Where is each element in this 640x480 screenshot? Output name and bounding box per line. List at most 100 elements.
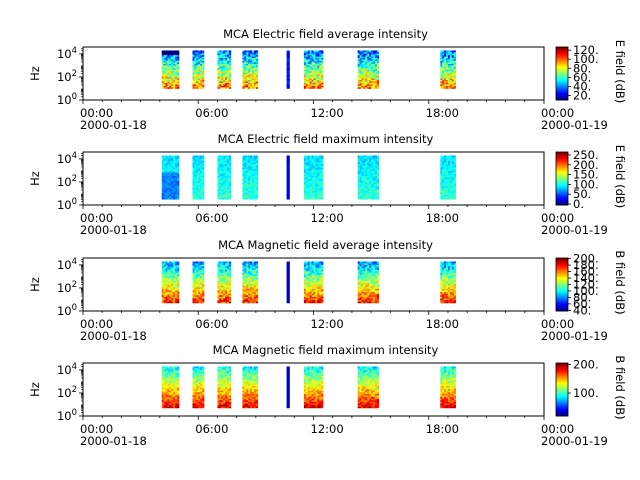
spectrogram-cell [167, 280, 170, 283]
spectrogram-cell [357, 167, 360, 170]
spectrogram-cell [367, 175, 370, 178]
spectrogram-cell [321, 184, 324, 187]
spectrogram-cell [444, 75, 447, 78]
spectrogram-cell [192, 283, 195, 286]
colorbar-swatch [556, 72, 568, 74]
spectrogram-cell [367, 190, 370, 193]
spectrogram-cell [242, 296, 245, 299]
spectrogram-cell [200, 84, 203, 86]
spectrogram-cell [196, 187, 199, 190]
spectrogram-cell [311, 173, 314, 176]
spectrogram-cell [440, 82, 443, 85]
spectrogram-cell [313, 296, 316, 299]
spectrogram-cell [363, 51, 366, 54]
spectrogram-cell [252, 194, 255, 197]
spectrogram-cell [250, 68, 253, 70]
spectrogram-cell [357, 60, 360, 63]
spectrogram-cell [200, 82, 203, 85]
spectrogram-cell [225, 175, 228, 178]
spectrogram-cell [173, 261, 176, 264]
spectrogram-cell [217, 277, 220, 280]
spectrogram-cell [202, 63, 205, 66]
colorbar-label: E field (dB) [613, 40, 627, 104]
spectrogram-cell [446, 53, 449, 56]
spectrogram-cell [286, 282, 290, 285]
spectrogram-cell [367, 271, 370, 273]
spectrogram-cell [173, 282, 176, 285]
spectrogram-cell [225, 275, 228, 278]
spectrogram-cell [371, 158, 374, 161]
spectrogram-cell [365, 69, 368, 72]
spectrogram-cell [255, 288, 259, 291]
spectrogram-cell [315, 87, 318, 89]
spectrogram-cell [250, 277, 253, 280]
spectrogram-cell [371, 87, 374, 89]
spectrogram-cell [161, 75, 164, 78]
spectrogram-cell [173, 190, 176, 193]
spectrogram-cell [447, 301, 451, 304]
spectrogram-cell [217, 73, 220, 76]
spectrogram-cell [367, 197, 370, 200]
spectrogram-cell [223, 187, 226, 190]
spectrogram-cell [319, 197, 322, 200]
spectrogram-cell [219, 172, 222, 175]
spectrogram-cell [192, 65, 195, 67]
spectrogram-cell [446, 82, 449, 85]
spectrogram-cell [442, 82, 445, 85]
spectrogram-cell [223, 293, 226, 296]
spectrogram-cell [367, 288, 370, 291]
spectrogram-cell [194, 301, 197, 304]
spectrogram-cell [365, 291, 368, 294]
spectrogram-cell [321, 73, 324, 76]
spectrogram-cell [440, 155, 443, 158]
spectrogram-cell [447, 197, 451, 200]
spectrogram-cell [198, 50, 201, 53]
spectrogram-cell [357, 282, 360, 285]
spectrogram-cell [192, 275, 195, 278]
spectrogram-cell [315, 266, 318, 269]
spectrogram-cell [252, 53, 255, 56]
spectrogram-cell [305, 72, 309, 75]
spectrogram-cell [194, 72, 197, 75]
spectrogram-cell [369, 160, 372, 163]
spectrogram-cell [255, 194, 259, 197]
spectrogram-cell [357, 157, 360, 160]
spectrogram-cell [248, 264, 251, 267]
spectrogram-cell [217, 68, 220, 70]
data-segment [357, 155, 380, 200]
spectrogram-cell [365, 189, 368, 192]
spectrogram-cell [219, 170, 222, 173]
data-segment [440, 50, 456, 89]
spectrogram-cell [440, 168, 443, 171]
spectrogram-cell [250, 87, 253, 89]
spectrogram-cell [451, 298, 455, 301]
spectrogram-cell [371, 173, 374, 176]
spectrogram-cell [173, 62, 176, 64]
spectrogram-cell [169, 51, 172, 54]
spectrogram-cell [311, 282, 314, 285]
spectrogram-cell [196, 271, 199, 273]
spectrogram-cell [177, 162, 180, 165]
spectrogram-cell [365, 288, 368, 291]
spectrogram-cell [165, 157, 168, 160]
spectrogram-cell [165, 187, 168, 190]
spectrogram-cell [165, 179, 168, 182]
spectrogram-cell [244, 187, 247, 190]
spectrogram-cell [451, 280, 455, 283]
spectrogram-cell [307, 85, 310, 88]
spectrogram-cell [451, 264, 455, 267]
spectrogram-cell [447, 194, 451, 197]
spectrogram-cell [373, 155, 376, 158]
spectrogram-cell [446, 162, 449, 165]
spectrogram-cell [244, 189, 247, 192]
spectrogram-cell [217, 56, 220, 59]
spectrogram-cell [250, 190, 253, 193]
spectrogram-cell [246, 165, 249, 168]
spectrogram-cell [221, 184, 224, 187]
spectrogram-cell [163, 290, 166, 293]
spectrogram-cell [169, 69, 172, 72]
spectrogram-cell [192, 187, 195, 190]
spectrogram-cell [173, 70, 176, 73]
spectrogram-cell [447, 285, 451, 288]
spectrogram-cell [248, 301, 251, 304]
